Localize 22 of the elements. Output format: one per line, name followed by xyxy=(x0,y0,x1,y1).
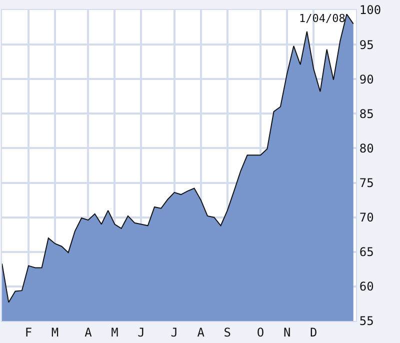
x-tick-label: A xyxy=(84,325,93,340)
x-tick-label: M xyxy=(111,325,118,340)
y-tick-label: 75 xyxy=(359,176,374,190)
x-tick-label: J xyxy=(138,325,145,340)
x-tick-label: F xyxy=(24,325,32,340)
x-tick-label: J xyxy=(170,325,178,340)
y-tick-label: 100 xyxy=(359,3,382,18)
y-tick-label: 80 xyxy=(359,141,374,156)
y-tick-label: 55 xyxy=(359,314,374,328)
x-tick-label: O xyxy=(256,325,264,340)
x-tick-label: S xyxy=(224,325,232,340)
y-tick-label: 85 xyxy=(359,106,374,121)
x-tick-label: D xyxy=(310,325,318,340)
y-tick-label: 70 xyxy=(359,210,374,225)
x-tick-label: N xyxy=(283,325,291,340)
y-tick-label: 90 xyxy=(359,72,374,86)
x-tick-label: A xyxy=(197,325,206,340)
y-tick-label: 65 xyxy=(359,245,374,260)
y-tick-label: 95 xyxy=(359,38,374,52)
y-tick-label: 60 xyxy=(359,280,374,294)
x-tick-label: M xyxy=(51,325,59,340)
annotation: 1/04/08 xyxy=(299,12,346,25)
